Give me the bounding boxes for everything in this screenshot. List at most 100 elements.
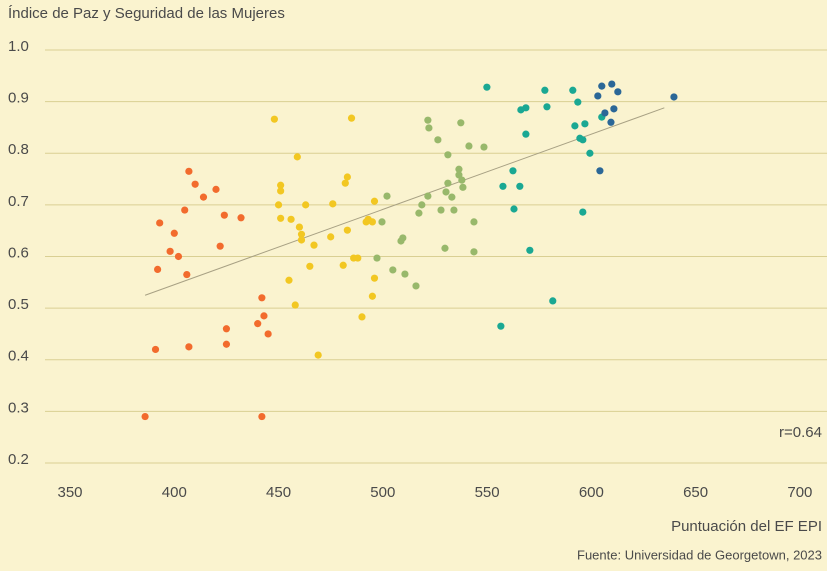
point [569,86,577,94]
point [574,98,582,106]
point [274,201,283,209]
point [174,252,183,261]
point [608,80,616,88]
y-tick-label: 0.9 [8,90,29,107]
point [596,167,604,175]
point [457,119,465,127]
point [510,205,518,213]
point [306,262,314,270]
point [199,193,208,201]
x-tick-label: 350 [58,484,83,501]
point [444,179,452,187]
point [424,116,432,124]
point [285,276,293,284]
point [480,143,488,151]
point [586,149,594,157]
point [437,206,445,214]
point [424,192,432,200]
point [258,412,266,421]
point [378,218,386,226]
point [465,142,473,150]
point [418,201,426,209]
point [397,237,405,245]
point [543,103,551,111]
point [141,412,149,421]
point [287,215,295,223]
point [459,183,467,191]
point [594,92,602,100]
point [670,93,678,101]
point [216,242,224,250]
point [354,254,362,262]
point [526,246,534,254]
point [191,180,199,188]
point [614,88,622,96]
source: Fuente: Universidad de Georgetown, 2023 [577,547,822,562]
point [412,282,420,290]
point [358,313,366,321]
point [373,254,381,262]
point [455,165,463,173]
point [277,187,285,195]
point [237,214,245,222]
y-tick-label: 1.0 [8,38,29,55]
point [444,151,452,159]
point [170,229,178,237]
y-tick-label: 0.2 [8,451,29,468]
x-axis-label: Puntuación del EF EPI [671,518,822,535]
y-tick-label: 0.7 [8,193,29,210]
point [270,115,278,123]
point [441,244,449,252]
point [258,294,266,302]
point [610,105,618,113]
y-tick-label: 0.6 [8,244,29,261]
point [183,270,191,279]
annotation: r=0.64 [779,424,822,441]
y-tick-label: 0.4 [8,348,29,365]
point [401,270,409,278]
x-tick-label: 400 [162,484,187,501]
point [222,340,231,348]
point [264,330,272,338]
point [185,167,193,175]
point [327,233,335,241]
point [368,218,376,226]
x-tick-label: 600 [579,484,604,501]
point [297,230,306,238]
point [295,223,304,231]
point [470,248,478,256]
point [516,182,524,190]
point [341,179,349,187]
point [151,345,160,354]
point [389,266,397,274]
y-tick-label: 0.5 [8,296,29,313]
point [450,206,458,214]
point [302,201,310,209]
point [549,297,557,305]
point [314,351,322,359]
point [581,120,589,128]
point [541,86,549,94]
point [212,185,220,193]
point [343,226,351,234]
point [291,301,299,309]
point [181,206,189,214]
point [579,136,587,144]
point [483,83,491,91]
point [220,211,228,219]
point [329,200,337,208]
point [156,219,164,227]
point [339,261,347,269]
point [310,241,318,249]
y-tick-label: 0.3 [8,399,29,416]
x-tick-label: 500 [370,484,395,501]
point [497,322,505,330]
point [425,124,433,132]
point [448,193,456,201]
point [166,247,174,255]
point [598,82,606,90]
point [499,182,507,190]
point [370,197,379,205]
